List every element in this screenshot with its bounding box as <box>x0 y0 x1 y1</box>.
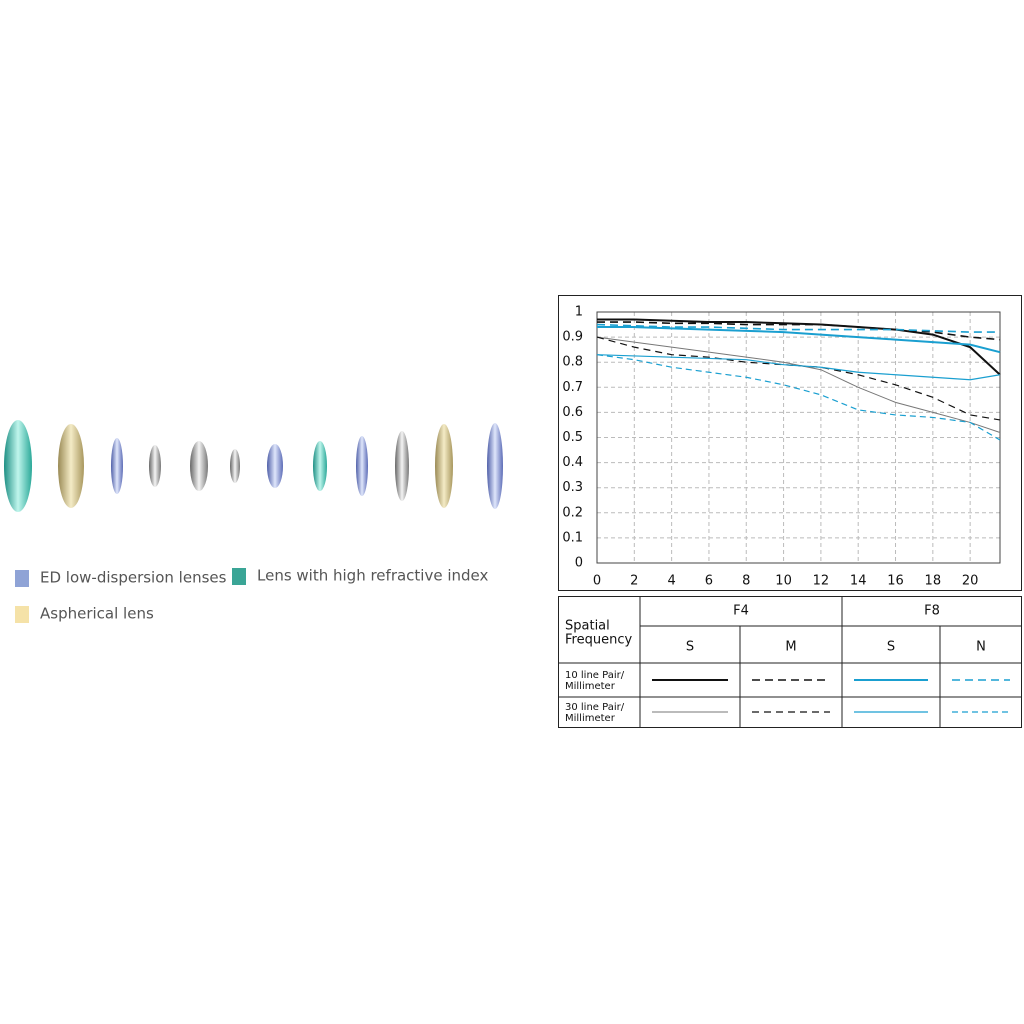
lens <box>395 431 409 501</box>
x-tick-label: 6 <box>705 574 713 589</box>
legend-swatch <box>15 606 29 623</box>
aperture-label: F4 <box>733 604 749 619</box>
x-tick-label: 4 <box>667 574 675 589</box>
x-tick-label: 10 <box>775 574 792 589</box>
y-tick-label: 0.3 <box>562 480 583 495</box>
column-label: S <box>887 640 895 655</box>
y-tick-label: 0.7 <box>562 380 583 395</box>
y-tick-label: 0 <box>575 556 583 571</box>
x-tick-label: 20 <box>962 574 979 589</box>
mtf-line <box>596 354 1001 381</box>
mtf-line <box>597 321 1001 341</box>
mtf-line <box>597 326 1001 354</box>
y-tick-label: 0.9 <box>562 330 583 345</box>
plot-area <box>596 311 1001 564</box>
legend-swatch <box>15 570 29 587</box>
legend-swatch <box>232 568 246 585</box>
lens <box>435 424 453 508</box>
y-tick-label: 1 <box>575 305 583 320</box>
lens <box>267 444 283 488</box>
row-label: 30 line Pair/ <box>565 702 625 713</box>
lens <box>4 420 32 512</box>
mtf-line <box>596 336 1001 421</box>
x-tick-label: 2 <box>630 574 638 589</box>
table-corner: Spatial <box>565 619 610 634</box>
y-tick-label: 0.5 <box>562 430 583 445</box>
mtf-line <box>597 318 1001 376</box>
lens <box>58 424 84 508</box>
y-tick-label: 0.2 <box>562 505 583 520</box>
x-tick-label: 12 <box>813 574 830 589</box>
column-label: S <box>686 640 694 655</box>
legend-label: Lens with high refractive index <box>257 567 489 585</box>
table-corner: Frequency <box>565 633 632 648</box>
legend-label: Aspherical lens <box>40 605 154 623</box>
y-tick-label: 0.4 <box>562 455 583 470</box>
lens <box>190 441 208 491</box>
lens-diagram <box>4 420 503 512</box>
x-tick-label: 16 <box>887 574 904 589</box>
lens <box>313 441 327 491</box>
row-label: Millimeter <box>565 681 616 692</box>
lens <box>111 438 123 494</box>
mtf-line <box>596 354 1001 441</box>
legend-table <box>558 596 1022 728</box>
legend-label: ED low-dispersion lenses <box>40 569 227 587</box>
x-tick-label: 0 <box>593 574 601 589</box>
y-tick-label: 0.8 <box>562 355 583 370</box>
lens <box>487 423 503 509</box>
mtf-line <box>596 323 1000 333</box>
y-tick-label: 0.6 <box>562 405 583 420</box>
lens <box>230 449 240 483</box>
y-tick-label: 0.1 <box>562 530 583 545</box>
lens <box>149 445 161 487</box>
aperture-label: F8 <box>924 604 940 619</box>
column-label: N <box>976 640 986 655</box>
row-label: Millimeter <box>565 713 616 724</box>
column-label: M <box>785 640 796 655</box>
x-tick-label: 14 <box>850 574 867 589</box>
row-label: 10 line Pair/ <box>565 670 625 681</box>
chart-frame <box>558 295 1022 591</box>
lens <box>356 436 368 496</box>
x-tick-label: 18 <box>925 574 942 589</box>
x-tick-label: 8 <box>742 574 750 589</box>
